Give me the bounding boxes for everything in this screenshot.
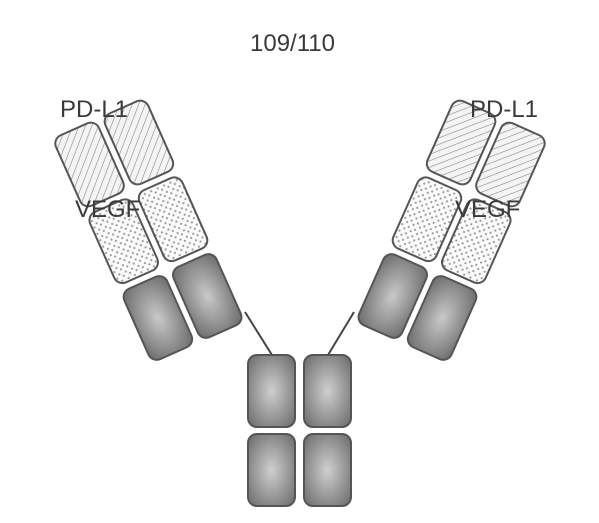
- fab-arm-right: [356, 98, 548, 363]
- label-vegf-left: VEGF: [75, 196, 140, 224]
- fc-domain: [248, 355, 295, 427]
- hinge-line-right: [328, 312, 354, 355]
- fc-domain: [248, 434, 295, 506]
- label-pd-l1-right: PD-L1: [470, 96, 538, 124]
- figure-title: 109/110: [250, 30, 335, 58]
- label-pd-l1-left: PD-L1: [60, 96, 128, 124]
- label-vegf-right: VEGF: [455, 196, 520, 224]
- fc-domain: [304, 434, 351, 506]
- antibody-diagram: [0, 0, 599, 523]
- hinge-line-left: [245, 312, 272, 355]
- fc-stem: [248, 355, 351, 506]
- fab-arm-left: [52, 98, 244, 363]
- fc-domain: [304, 355, 351, 427]
